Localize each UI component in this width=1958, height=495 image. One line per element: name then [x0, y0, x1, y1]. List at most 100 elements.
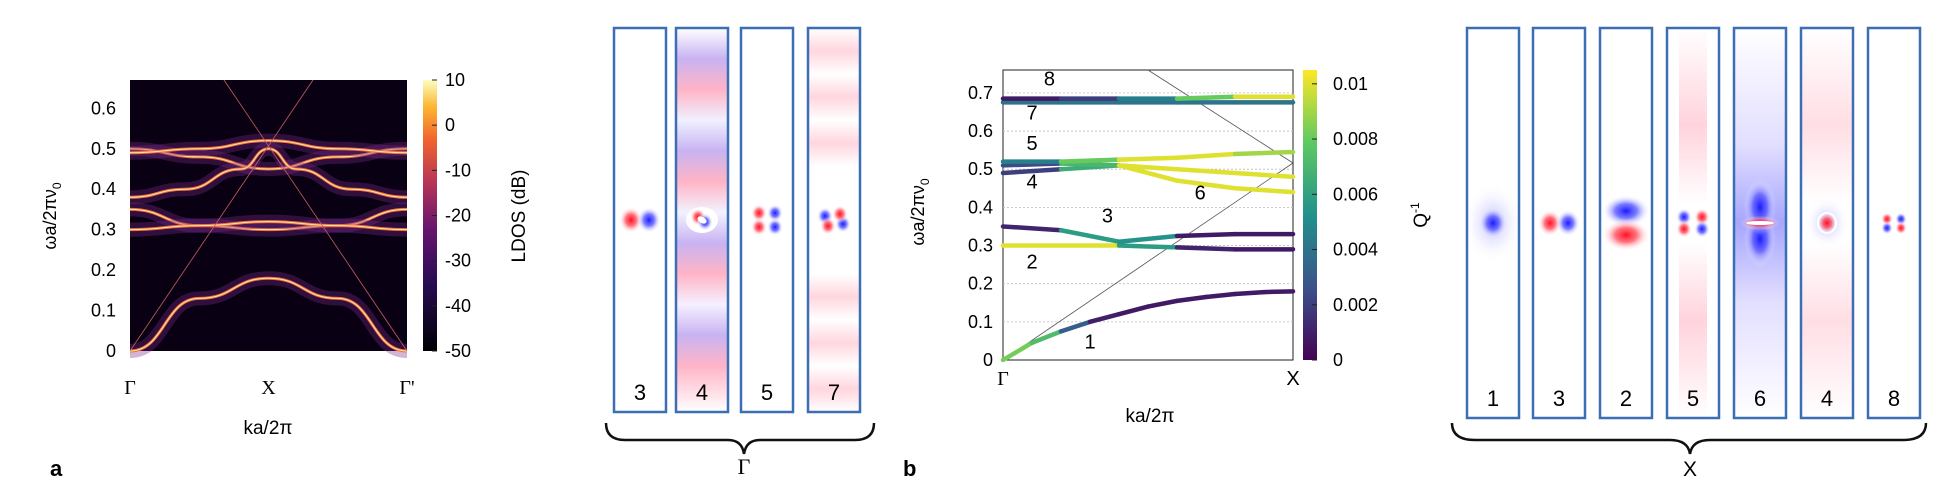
gamma-brace-label: Γ	[738, 454, 751, 479]
mode-strip-frame	[1799, 26, 1855, 420]
b-band-segment	[1029, 329, 1064, 346]
mode-blue-lobe	[637, 206, 661, 234]
x-mode-profiles: 1 3 2 5 6 4 8	[1465, 26, 1922, 420]
b-band-segment	[1058, 228, 1122, 244]
mode-strip: 3	[1531, 26, 1587, 420]
a-x-tick-label: Γ	[124, 377, 136, 399]
ldos-colorbar-tick-label: 10	[445, 70, 465, 90]
b-band-segment	[1174, 94, 1238, 101]
b-x-axis-label: ka/2π	[1125, 406, 1174, 427]
b-y-tick-label: 0.4	[968, 197, 993, 217]
b-band-segment	[1116, 155, 1180, 162]
mode-strip: 5	[1665, 26, 1721, 420]
mode-field	[808, 28, 860, 412]
q-colorbar-tick-label: 0.008	[1333, 129, 1378, 149]
a-y-tick-labels: 0 0.1 0.2 0.3 0.4 0.5 0.6	[91, 98, 116, 361]
mode-strip-label: 4	[1821, 386, 1833, 411]
b-band-number: 7	[1026, 103, 1037, 125]
mode-strip-label: 1	[1487, 386, 1499, 411]
mode-field	[1881, 212, 1907, 235]
mode-field	[1467, 183, 1519, 263]
ldos-colorbar-ticks: 10 0 -10 -20 -30 -40 -50	[432, 70, 471, 361]
mode-strip-label: 5	[761, 380, 773, 405]
q-colorbar-tick-label: 0.006	[1333, 184, 1378, 204]
mode-strip-frame	[1665, 26, 1721, 420]
mode-field	[1734, 28, 1786, 418]
a-y-tick-label: 0.3	[91, 220, 116, 240]
a-y-tick-label: 0.1	[91, 301, 116, 321]
mode-strip: 5	[739, 26, 795, 414]
ldos-colorbar-tick-label: -50	[445, 341, 471, 361]
panel-a-ldos-plot: 0 0.1 0.2 0.3 0.4 0.5 0.6 Γ X Γ' ka/2π ωa/2πν0 1…	[40, 70, 530, 481]
b-light-line	[1147, 69, 1294, 164]
ldos-colorbar-tick-label: -10	[445, 160, 471, 180]
mode-red-lobe	[1817, 212, 1837, 234]
mode-strip: 3	[612, 26, 668, 414]
mode-strip: 4	[1799, 26, 1855, 420]
mode-red-lobe	[1676, 220, 1692, 238]
mode-field	[676, 28, 728, 412]
b-x-tick-label: Γ	[997, 368, 1009, 390]
b-band-segment	[1116, 163, 1180, 172]
b-band-number: 8	[1044, 68, 1055, 90]
a-y-axis-label: ωa/2πν0	[40, 182, 64, 250]
b-y-tick-label: 0.6	[968, 121, 993, 141]
b-band-segment	[1174, 231, 1238, 239]
ldos-band-core	[129, 208, 408, 231]
q-colorbar	[1303, 70, 1317, 360]
mode-strip-frame	[1732, 26, 1788, 420]
b-band-segment	[1116, 304, 1151, 317]
b-band-segment	[1203, 291, 1238, 300]
b-band-number: 4	[1026, 171, 1037, 193]
mode-blue-lobe	[767, 218, 783, 236]
mode-strip-frame	[739, 26, 795, 414]
mode-red-lobe	[751, 204, 767, 222]
mode-red-lobe	[619, 206, 643, 234]
a-x-tick-label: X	[261, 377, 276, 399]
gamma-brace	[604, 422, 876, 455]
mode-blue-lobe	[1479, 207, 1507, 239]
mode-strip-frame	[806, 26, 862, 414]
mode-red-lobe	[820, 217, 836, 235]
mode-field	[1676, 28, 1710, 418]
a-x-tick-label: Γ'	[399, 377, 414, 399]
q-colorbar-tick-label: 0.01	[1333, 74, 1368, 94]
b-band-segment	[1116, 243, 1180, 250]
x-brace-label: X	[1683, 458, 1697, 481]
b-band-segment	[1174, 178, 1238, 191]
mode-strip-frame	[1598, 26, 1654, 420]
mode-strip-frame	[1866, 26, 1922, 420]
mode-field	[751, 204, 783, 236]
b-light-line	[1002, 162, 1294, 361]
b-y-tick-label: 0.7	[968, 83, 993, 103]
ldos-band-core	[129, 221, 408, 231]
b-y-tick-labels: 0 0.1 0.2 0.3 0.4 0.5 0.6 0.7	[968, 83, 993, 370]
mode-strip-label: 5	[1687, 386, 1699, 411]
mode-strip: 7	[806, 26, 862, 414]
light-line	[129, 79, 314, 352]
ldos-band-core	[129, 277, 408, 352]
mode-strip-label: 7	[828, 380, 840, 405]
b-band-segment	[1174, 245, 1238, 252]
mode-strip-label: 3	[1553, 386, 1565, 411]
a-y-tick-label: 0.5	[91, 139, 116, 159]
ldos-band-core	[129, 148, 408, 198]
mode-strip-frame	[674, 26, 730, 414]
mode-strip-background	[1868, 28, 1920, 418]
mode-stripes	[808, 28, 860, 412]
b-band-segment	[1000, 166, 1064, 176]
b-band-segment	[1232, 149, 1296, 157]
gamma-mode-profiles: 3 4 5 7	[612, 26, 862, 414]
ldos-band-lines	[129, 133, 408, 358]
mode-field	[1602, 195, 1650, 251]
b-y-tick-label: 0.2	[968, 274, 993, 294]
b-band-segment	[1232, 289, 1267, 297]
b-x-tick-label: X	[1286, 368, 1299, 390]
light-cone-lines	[129, 79, 408, 352]
ldos-colorbar-tick-label: -20	[445, 206, 471, 226]
mode-strip: 2	[1598, 26, 1654, 420]
q-colorbar-tick-label: 0.002	[1333, 295, 1378, 315]
